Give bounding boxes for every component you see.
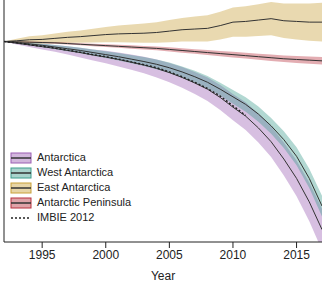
svg-text:1995: 1995 <box>29 248 56 262</box>
html-text:West Antarctica: West Antarctica <box>37 166 114 178</box>
html-text:IMBIE 2012: IMBIE 2012 <box>37 211 95 223</box>
html-text:East Antarctica: East Antarctica <box>37 181 111 193</box>
svg-text:2015: 2015 <box>283 248 310 262</box>
svg-text:2005: 2005 <box>156 248 183 262</box>
svg-text:2000: 2000 <box>92 248 119 262</box>
html-text:Antarctic Peninsula: Antarctic Peninsula <box>37 196 132 208</box>
svg-text:Year: Year <box>151 269 175 282</box>
html-text:Antarctica: Antarctica <box>37 151 86 163</box>
svg-text:2010: 2010 <box>220 248 247 262</box>
